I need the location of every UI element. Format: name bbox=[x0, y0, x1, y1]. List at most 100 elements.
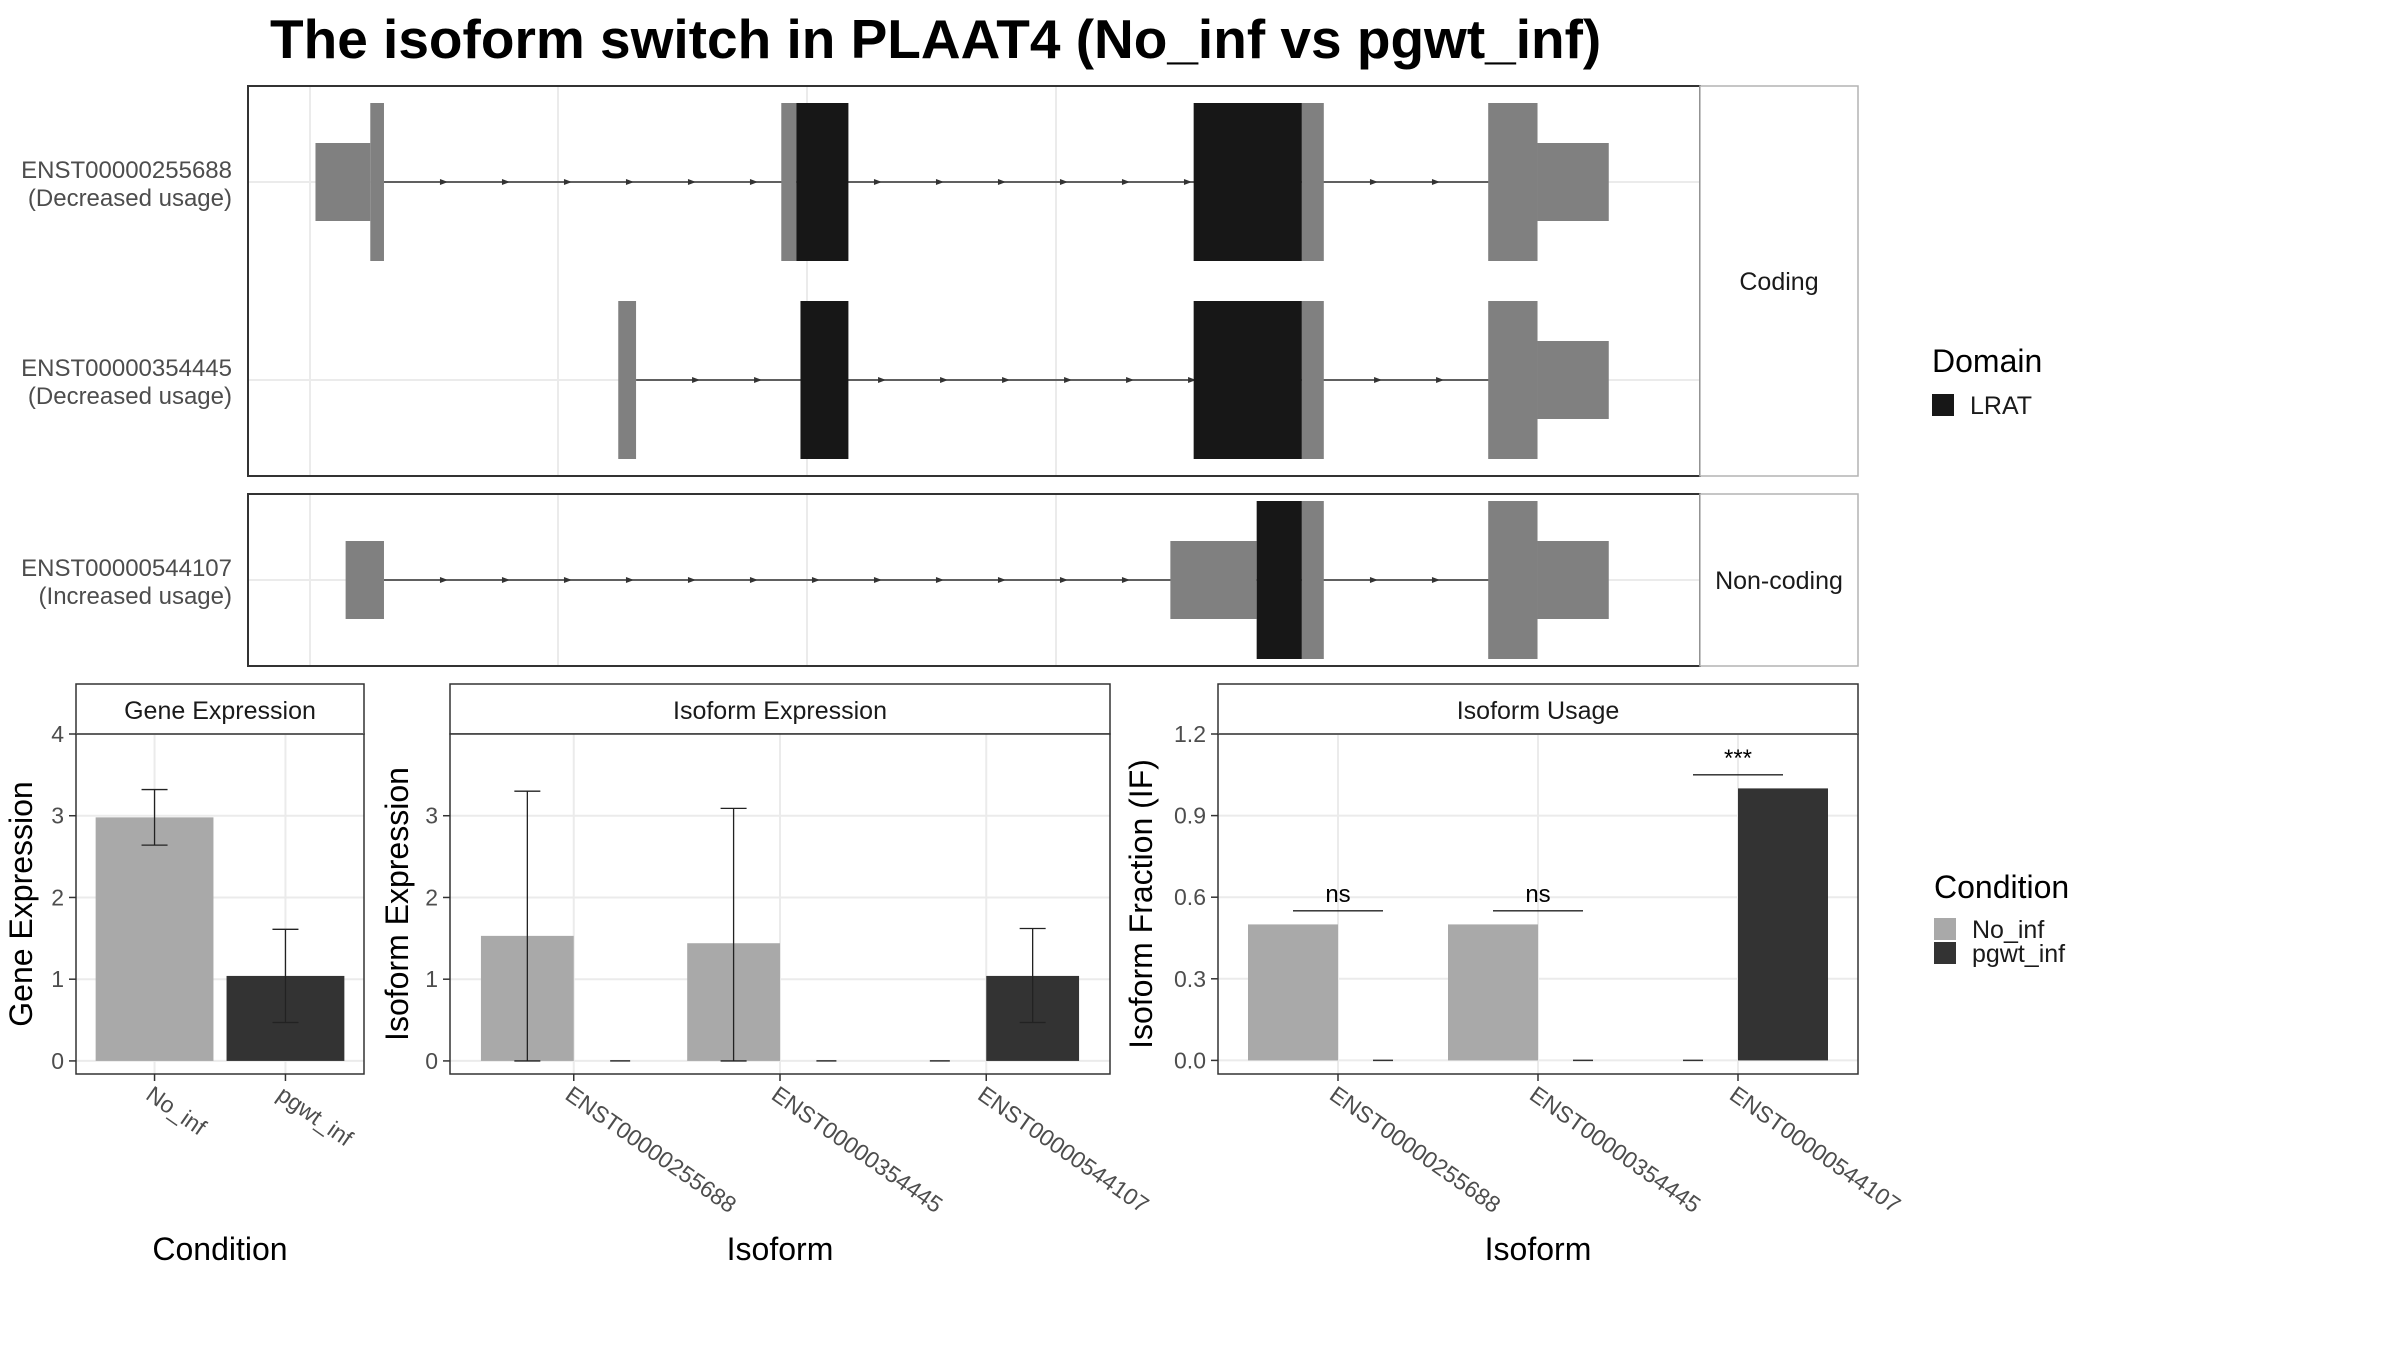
intron-arrow bbox=[439, 179, 448, 185]
facet-strip-label: Non-coding bbox=[1715, 567, 1843, 595]
intron-arrow bbox=[754, 377, 763, 383]
transcript-usage-label: (Decreased usage) bbox=[28, 383, 232, 410]
panel-strip-label: Isoform Usage bbox=[1457, 697, 1620, 725]
y-tick-label: 1.2 bbox=[1174, 721, 1206, 747]
exon-lrat-domain bbox=[1193, 103, 1302, 261]
facet-strip-label: Coding bbox=[1739, 268, 1818, 296]
exon-utr bbox=[1301, 501, 1324, 659]
y-tick-label: 0.9 bbox=[1174, 803, 1206, 829]
intron-arrow bbox=[1121, 577, 1130, 583]
x-axis-title: Condition bbox=[152, 1231, 287, 1267]
panel-strip-label: Gene Expression bbox=[124, 697, 316, 725]
intron-arrow bbox=[1188, 377, 1197, 383]
panel-strip-label: Isoform Expression bbox=[673, 697, 887, 725]
bar bbox=[1738, 788, 1828, 1061]
intron-arrow bbox=[1374, 377, 1383, 383]
intron-arrow bbox=[1183, 179, 1192, 185]
intron-arrow bbox=[749, 577, 758, 583]
intron-arrow bbox=[935, 577, 944, 583]
exon-utr bbox=[1488, 501, 1538, 659]
exon-utr bbox=[370, 103, 384, 261]
facet-strip bbox=[1699, 493, 1859, 667]
exon-utr bbox=[315, 143, 371, 221]
intron-arrow bbox=[997, 179, 1006, 185]
bar bbox=[1248, 924, 1338, 1061]
transcript-structure-panel: ENST00000255688(Decreased usage)ENST0000… bbox=[21, 85, 1859, 667]
exon-utr bbox=[1537, 341, 1609, 419]
intron-arrow bbox=[873, 179, 882, 185]
transcript-id-label: ENST00000255688 bbox=[21, 157, 232, 184]
y-tick-label: 0 bbox=[425, 1048, 438, 1074]
legend-swatch bbox=[1934, 918, 1956, 940]
intron-arrow bbox=[873, 577, 882, 583]
facet-coding: ENST00000255688(Decreased usage)ENST0000… bbox=[21, 85, 1859, 477]
transcript-ENST00000354445: ENST00000354445(Decreased usage) bbox=[21, 301, 1609, 459]
exon-utr bbox=[1488, 301, 1538, 459]
x-tick-label: ENST00000354445 bbox=[767, 1081, 947, 1218]
legend-swatch bbox=[1932, 394, 1954, 416]
transcript-usage-label: (Increased usage) bbox=[39, 583, 232, 610]
intron-arrow bbox=[811, 577, 820, 583]
intron-arrow bbox=[625, 179, 634, 185]
domain-legend: Domain LRAT bbox=[1932, 343, 2042, 420]
intron-arrow bbox=[501, 577, 510, 583]
y-tick-label: 2 bbox=[51, 884, 64, 910]
x-tick-label: pgwt_inf bbox=[273, 1081, 359, 1152]
exon-utr bbox=[1537, 541, 1609, 619]
x-axis-title: Isoform bbox=[727, 1231, 834, 1267]
intron-arrow bbox=[439, 577, 448, 583]
y-tick-label: 0.3 bbox=[1174, 966, 1206, 992]
exon-lrat-domain bbox=[1256, 501, 1302, 659]
expression-panels: Gene Expression 0 1 2 3 4 No_inf pgwt_inf Condit… bbox=[3, 683, 1906, 1267]
exon-utr bbox=[1537, 143, 1609, 221]
exon-utr bbox=[1301, 103, 1324, 261]
exon-lrat-domain bbox=[796, 103, 849, 261]
x-tick-label: ENST00000354445 bbox=[1525, 1081, 1705, 1218]
y-tick-label: 2 bbox=[425, 884, 438, 910]
transcript-ENST00000544107: ENST00000544107(Increased usage) bbox=[21, 501, 1609, 659]
exon-utr bbox=[1301, 301, 1324, 459]
facet-non-coding: ENST00000544107(Increased usage) Non-codi… bbox=[21, 493, 1859, 667]
intron-arrow bbox=[687, 577, 696, 583]
intron-arrow bbox=[1059, 179, 1068, 185]
plot-border bbox=[75, 733, 365, 1075]
x-tick-label: ENST00000255688 bbox=[561, 1081, 741, 1218]
intron-arrow bbox=[563, 179, 572, 185]
figure-title: The isoform switch in PLAAT4 (No_inf vs … bbox=[270, 8, 1601, 70]
intron-arrow bbox=[563, 577, 572, 583]
y-axis-title: Gene Expression bbox=[3, 781, 39, 1026]
significance-label: ns bbox=[1325, 881, 1350, 908]
legend-label: LRAT bbox=[1970, 392, 2032, 420]
intron-arrow bbox=[1369, 577, 1378, 583]
intron-arrow bbox=[1064, 377, 1073, 383]
exon-utr bbox=[1488, 103, 1538, 261]
y-tick-label: 1 bbox=[425, 966, 438, 992]
x-tick-label: ENST00000544107 bbox=[973, 1081, 1153, 1218]
intron-arrow bbox=[1431, 179, 1440, 185]
y-tick-label: 4 bbox=[51, 721, 64, 747]
exon-lrat-domain bbox=[800, 301, 849, 459]
intron-arrow bbox=[1002, 377, 1011, 383]
transcript-usage-label: (Decreased usage) bbox=[28, 185, 232, 212]
transcript-ENST00000255688: ENST00000255688(Decreased usage) bbox=[21, 103, 1609, 261]
y-tick-label: 3 bbox=[51, 803, 64, 829]
transcript-id-label: ENST00000354445 bbox=[21, 355, 232, 382]
panel-gene-expression: Gene Expression 0 1 2 3 4 No_inf pgwt_inf Condit… bbox=[3, 683, 365, 1267]
significance-label: *** bbox=[1724, 745, 1752, 772]
intron-arrow bbox=[878, 377, 887, 383]
intron-arrow bbox=[625, 577, 634, 583]
y-axis-title: Isoform Fraction (IF) bbox=[1123, 759, 1159, 1049]
facet-strip bbox=[1699, 85, 1859, 477]
intron-arrow bbox=[1431, 577, 1440, 583]
y-tick-label: 1 bbox=[51, 966, 64, 992]
y-tick-label: 0.6 bbox=[1174, 884, 1206, 910]
intron-arrow bbox=[1126, 377, 1135, 383]
exon-utr bbox=[618, 301, 637, 459]
intron-arrow bbox=[687, 179, 696, 185]
intron-arrow bbox=[749, 179, 758, 185]
x-tick-label: ENST00000255688 bbox=[1325, 1081, 1505, 1218]
legend-label: pgwt_inf bbox=[1972, 940, 2065, 968]
intron-arrow bbox=[935, 179, 944, 185]
